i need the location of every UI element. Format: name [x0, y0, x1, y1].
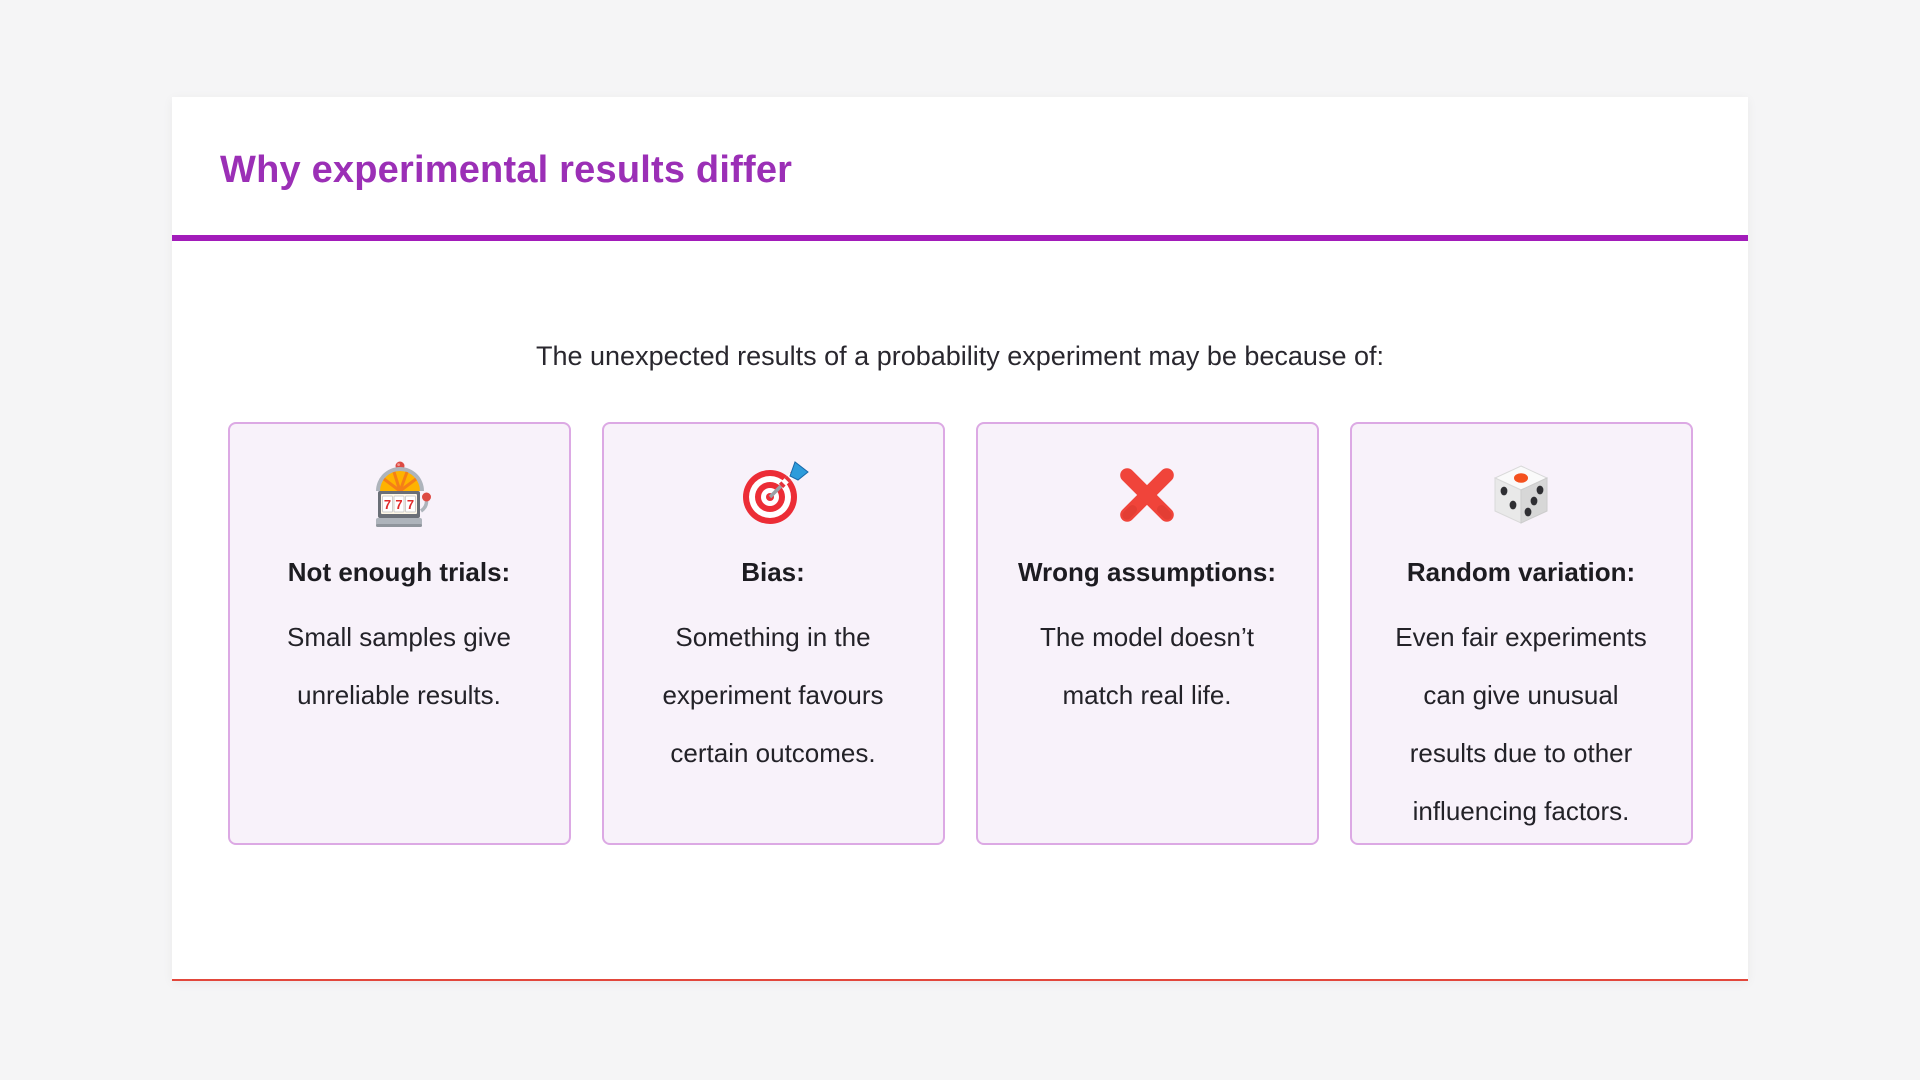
card-heading: Bias:: [741, 557, 805, 587]
cards-row: 7 7 7 Not enough trials: Small samples g…: [172, 422, 1748, 845]
slot-machine-icon: 7 7 7: [250, 458, 549, 532]
title-divider: [172, 235, 1748, 241]
page-title: Why experimental results differ: [220, 149, 793, 191]
cross-mark-icon: [998, 458, 1297, 532]
card-body: Small samples give unreliable results.: [287, 622, 511, 710]
target-icon: [624, 458, 923, 532]
svg-text:7: 7: [395, 497, 402, 512]
card-heading: Random variation:: [1406, 557, 1636, 587]
card-body: The model doesn’t match real life.: [1040, 622, 1254, 710]
card-bias: Bias: Something in the experiment favour…: [601, 422, 945, 845]
card-wrong-assumptions: Wrong assumptions: The model doesn’t mat…: [975, 422, 1319, 845]
card-not-enough-trials: 7 7 7 Not enough trials: Small samples g…: [227, 422, 571, 845]
intro-text: The unexpected results of a probability …: [536, 341, 1384, 371]
card-body: Even fair experiments can give unusual r…: [1395, 622, 1647, 826]
dice-icon: [1372, 458, 1671, 532]
card-heading: Wrong assumptions:: [1017, 557, 1277, 587]
content-panel: Why experimental results differ The unex…: [172, 97, 1748, 981]
card-body: Something in the experiment favours cert…: [662, 622, 884, 768]
svg-text:7: 7: [407, 497, 414, 512]
card-heading: Not enough trials:: [287, 557, 511, 587]
card-random-variation: Random variation: Even fair experiments …: [1349, 422, 1693, 845]
svg-text:7: 7: [384, 497, 391, 512]
